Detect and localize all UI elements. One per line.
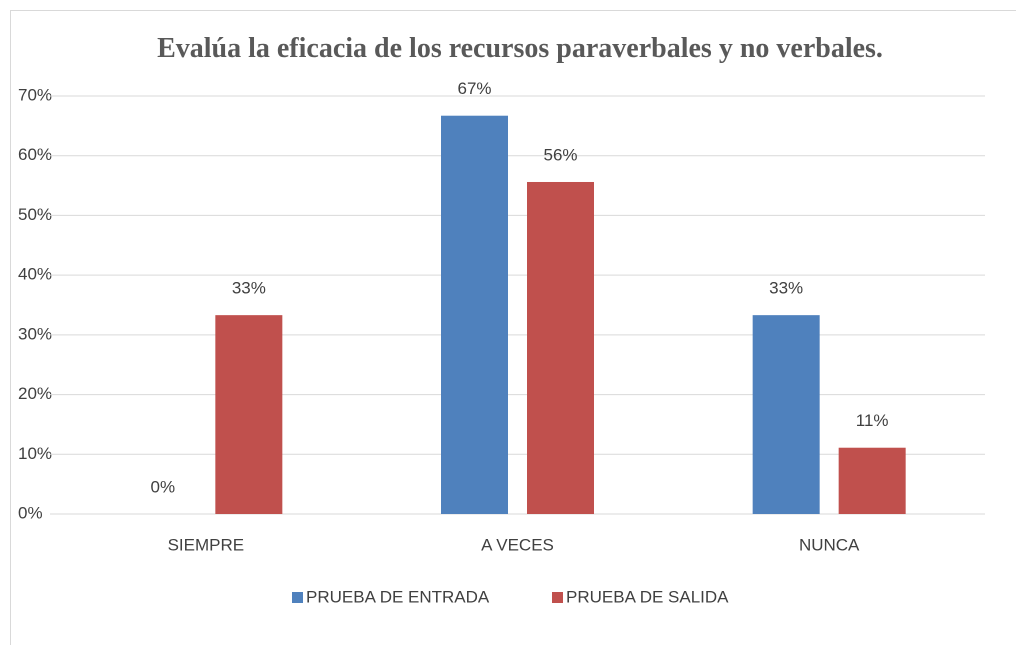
y-tick-label: 60% — [18, 145, 52, 164]
bar — [215, 315, 283, 514]
chart-title: Evalúa la eficacia de los recursos parav… — [157, 33, 883, 64]
bar — [838, 447, 906, 514]
value-label: 0% — [151, 477, 176, 496]
y-tick-label: 0% — [18, 503, 43, 522]
value-label: 33% — [232, 279, 266, 298]
y-tick-label: 70% — [18, 85, 52, 104]
value-label: 33% — [769, 279, 803, 298]
bar — [752, 315, 820, 514]
value-label: 56% — [543, 145, 577, 164]
legend-label: PRUEBA DE SALIDA — [566, 587, 729, 606]
legend-label: PRUEBA DE ENTRADA — [306, 587, 490, 606]
bar — [527, 181, 594, 514]
x-tick-label: A VECES — [481, 535, 554, 554]
y-tick-label: 20% — [18, 384, 52, 403]
y-tick-label: 50% — [18, 205, 52, 224]
value-label: 11% — [856, 411, 889, 430]
x-tick-label: SIEMPRE — [168, 535, 245, 554]
value-label: 67% — [457, 79, 491, 98]
legend-swatch — [292, 592, 303, 603]
y-tick-label: 30% — [18, 324, 52, 343]
y-tick-label: 10% — [18, 444, 52, 463]
y-tick-label: 40% — [18, 265, 52, 284]
x-tick-label: NUNCA — [799, 535, 860, 554]
legend-swatch — [552, 592, 563, 603]
bar — [441, 115, 508, 514]
